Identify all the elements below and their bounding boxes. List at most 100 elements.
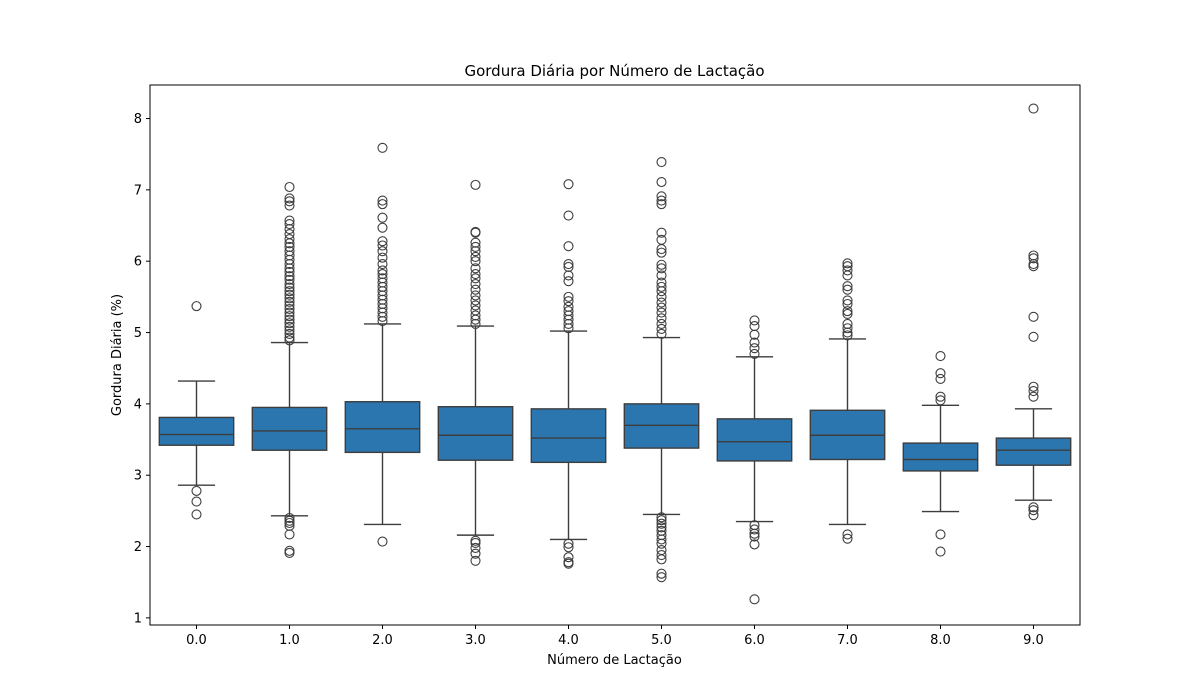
outlier-point <box>656 512 667 523</box>
y-tick-label: 1 <box>134 611 142 626</box>
outlier-point <box>1028 510 1039 521</box>
outlier-point <box>284 193 295 204</box>
outlier-point <box>935 529 946 540</box>
outlier-point <box>284 238 295 249</box>
outlier-point <box>842 258 853 269</box>
outlier-point <box>470 227 481 238</box>
outlier-point <box>377 240 388 251</box>
outlier-point <box>470 290 481 301</box>
x-tick-label: 5.0 <box>651 633 672 648</box>
outlier-point <box>377 536 388 547</box>
outlier-point <box>563 538 574 549</box>
outlier-point <box>377 142 388 153</box>
outlier-point <box>842 308 853 320</box>
outlier-point <box>284 278 295 290</box>
iqr-box <box>251 406 328 451</box>
outlier-point <box>1028 391 1039 402</box>
outlier-point <box>191 301 202 312</box>
outlier-point <box>842 529 853 540</box>
outlier-point <box>284 300 295 311</box>
outlier-point <box>377 195 388 206</box>
x-tick-label: 1.0 <box>279 633 300 648</box>
outlier-point <box>284 196 295 207</box>
outlier-point <box>656 302 667 313</box>
outlier-point <box>563 241 574 252</box>
outlier-point <box>749 531 760 542</box>
outlier-point <box>470 241 481 252</box>
iqr-box <box>902 442 979 472</box>
box-group-4.0 <box>530 179 607 569</box>
x-tick-label: 6.0 <box>744 633 765 648</box>
outlier-point <box>842 330 853 341</box>
outlier-point <box>749 528 760 539</box>
outlier-point <box>1028 253 1039 264</box>
plot-area-frame <box>149 84 1081 626</box>
outlier-point <box>563 291 574 302</box>
outlier-point <box>935 373 946 384</box>
x-tick-label: 8.0 <box>930 633 951 648</box>
outlier-point <box>470 268 481 280</box>
outlier-point <box>284 293 295 304</box>
outlier-point <box>470 318 481 330</box>
outlier-point <box>656 297 667 308</box>
outlier-point <box>377 222 388 233</box>
outlier-point <box>842 270 853 281</box>
outlier-point <box>842 284 853 295</box>
outlier-point <box>656 195 667 206</box>
outlier-point <box>656 199 667 210</box>
outlier-point <box>284 286 295 297</box>
x-axis: 0.0 1.0 2.0 3.0 4.0 5.0 6.0 7.0 8.0 9.0 <box>186 625 1044 648</box>
outlier-point <box>191 496 202 507</box>
outlier-point <box>563 258 574 270</box>
x-tick-label: 0.0 <box>186 633 207 648</box>
outlier-point <box>191 485 202 496</box>
outlier-point <box>842 265 853 276</box>
iqr-box <box>530 408 607 464</box>
outlier-point <box>656 554 667 565</box>
outlier-point <box>563 276 574 287</box>
outlier-point <box>191 509 202 520</box>
y-tick-label: 7 <box>134 183 142 198</box>
outlier-point <box>656 281 667 292</box>
outlier-point <box>470 179 481 190</box>
outlier-point <box>935 368 946 379</box>
outlier-point <box>842 327 853 338</box>
outlier-point <box>935 391 946 402</box>
outlier-point <box>1028 261 1039 272</box>
outlier-point <box>470 542 481 554</box>
box-group-7.0 <box>809 258 886 544</box>
iqr-box <box>437 406 514 461</box>
box-group-1.0 <box>251 181 328 559</box>
outlier-point <box>377 212 388 223</box>
outlier-point <box>749 315 760 326</box>
outlier-point <box>842 298 853 310</box>
outlier-point <box>284 181 295 193</box>
outlier-point <box>656 313 667 324</box>
outlier-point <box>656 259 667 270</box>
outlier-point <box>563 179 574 190</box>
outlier-point <box>935 395 946 406</box>
outlier-point <box>1028 103 1039 114</box>
box-group-8.0 <box>902 351 979 557</box>
outlier-point <box>470 246 481 257</box>
outlier-point <box>284 303 295 315</box>
outlier-point <box>470 284 481 295</box>
outlier-point <box>656 328 667 340</box>
box-group-3.0 <box>437 179 514 566</box>
outlier-point <box>1028 331 1039 342</box>
outlier-point <box>284 296 295 307</box>
iqr-box <box>995 437 1072 466</box>
outlier-point <box>1028 385 1039 397</box>
outlier-point <box>470 555 481 566</box>
outlier-point <box>656 286 667 297</box>
outlier-point <box>470 278 481 290</box>
outlier-point <box>377 199 388 210</box>
outlier-point <box>284 224 295 235</box>
outlier-point <box>563 552 574 563</box>
y-tick-label: 8 <box>134 112 142 127</box>
outlier-point <box>656 550 667 561</box>
outlier-point <box>563 296 574 307</box>
outlier-point <box>563 558 574 569</box>
outlier-point <box>656 538 667 549</box>
outlier-point <box>284 547 295 559</box>
